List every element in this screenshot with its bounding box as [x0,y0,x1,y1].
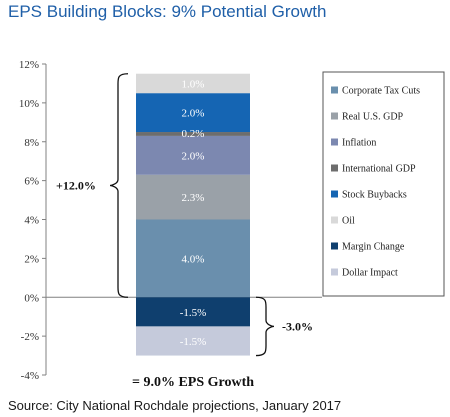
legend-label: Real U.S. GDP [342,112,404,123]
legend-swatch [331,242,338,250]
y-tick-label: 0% [24,292,39,304]
negative-brace [255,296,275,357]
source-note: Source: City National Rochdale projectio… [8,398,342,413]
y-tick-label: 2% [24,253,39,265]
legend-label: Dollar Impact [342,268,398,279]
legend-label: Corporate Tax Cuts [342,86,420,97]
positive-brace [109,73,129,298]
legend-box [322,71,445,297]
legend-swatch [331,164,338,172]
bar-data-label: -1.5% [180,336,207,348]
y-tick-label: 6% [24,176,39,188]
legend-swatch [331,112,338,120]
annotations: +12.0% -3.0% = 9.0% EPS Growth [56,73,313,390]
net-total-label: = 9.0% EPS Growth [132,375,254,390]
negative-total-label: -3.0% [282,319,313,333]
bar-segment-stock-buybacks [136,93,250,133]
bar-data-label: 2.3% [182,192,205,204]
legend-swatch [331,190,338,198]
y-tick-label: 10% [19,98,39,110]
bar-segment-oil [136,73,250,94]
positive-total-label: +12.0% [56,178,96,192]
bar-segment-corporate-tax-cuts [136,219,250,298]
bar-segment-dollar-impact [136,326,250,356]
chart-title: EPS Building Blocks: 9% Potential Growth [8,2,327,21]
y-tick-label: -4% [21,370,39,382]
bar-labels: 4.0% 2.3% 2.0% 0.2% 2.0% 1.0% -1.5% -1.5% [180,78,207,348]
bar-segment-margin-change [136,297,250,327]
legend-swatch [331,86,338,94]
bar-data-label: 4.0% [182,253,205,265]
legend: Corporate Tax Cuts Real U.S. GDP Inflation… [322,71,445,297]
y-tick-label: 4% [24,215,39,227]
y-tick-label: 12% [19,59,39,71]
y-axis: -4% -2% 0% 2% 4% 6% 8% 10% 12% [19,59,322,382]
legend-label: Inflation [342,138,376,149]
y-tick-label: 8% [24,137,39,149]
legend-label: Margin Change [342,242,405,253]
bar-segment-real-u-s-gdp [136,174,250,220]
legend-label: International GDP [342,164,416,175]
legend-label: Oil [342,216,355,227]
bar-data-label: 2.0% [182,150,205,162]
legend-swatch [331,268,338,276]
bar-data-label: 1.0% [182,78,205,90]
bar-segment-international-gdp [136,132,250,136]
legend-swatch [331,216,338,224]
y-tick-label: -2% [21,331,39,343]
legend-swatch [331,138,338,146]
bar-segment-inflation [136,135,250,175]
bar-stack [136,73,250,356]
bar-data-label: 0.2% [182,128,205,140]
legend-label: Stock Buybacks [342,190,407,201]
bar-data-label: 2.0% [182,108,205,120]
bar-data-label: -1.5% [180,307,207,319]
